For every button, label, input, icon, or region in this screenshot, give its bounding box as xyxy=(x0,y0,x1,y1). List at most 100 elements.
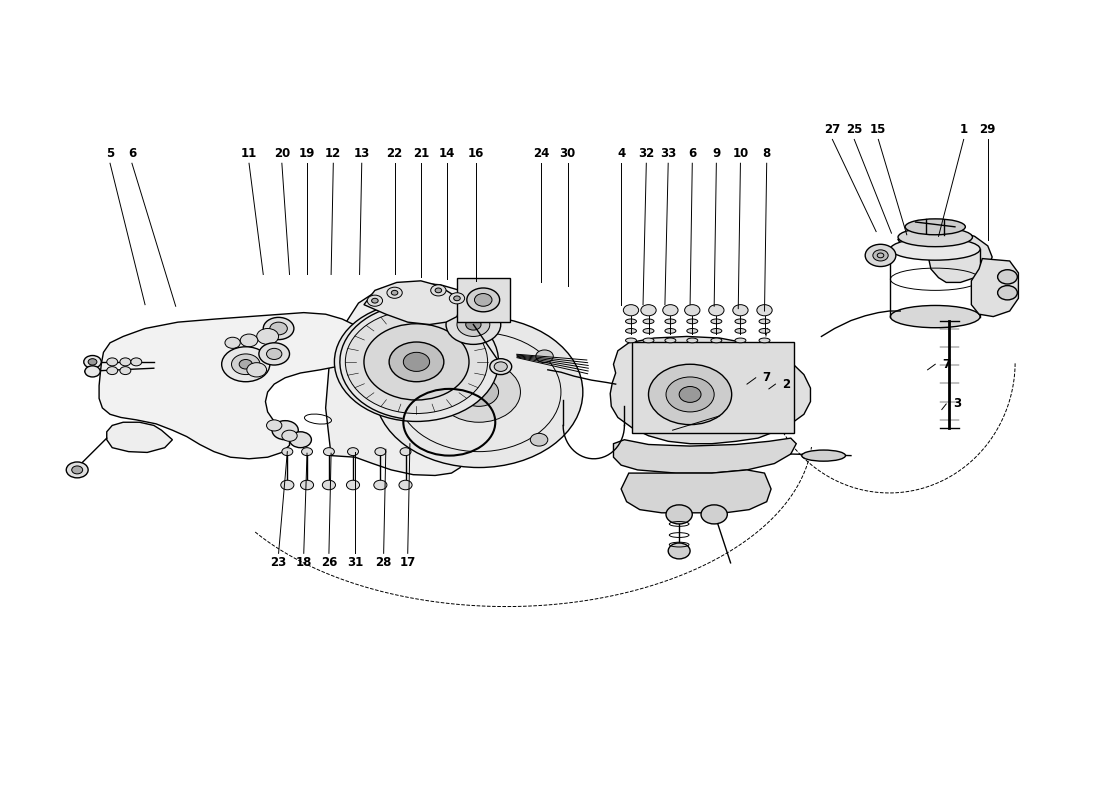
Circle shape xyxy=(387,287,403,298)
Circle shape xyxy=(263,318,294,340)
Text: 26: 26 xyxy=(321,556,337,570)
Text: 17: 17 xyxy=(399,556,416,570)
Circle shape xyxy=(289,432,311,448)
Circle shape xyxy=(668,543,690,559)
Text: 22: 22 xyxy=(386,147,403,160)
Polygon shape xyxy=(326,282,508,475)
Text: 29: 29 xyxy=(980,123,996,136)
Circle shape xyxy=(399,480,412,490)
Circle shape xyxy=(438,362,520,422)
Ellipse shape xyxy=(890,238,980,260)
Circle shape xyxy=(84,355,101,368)
Polygon shape xyxy=(621,470,771,513)
Circle shape xyxy=(866,244,895,266)
Ellipse shape xyxy=(890,306,980,328)
Polygon shape xyxy=(99,313,366,458)
Polygon shape xyxy=(614,438,796,473)
Ellipse shape xyxy=(759,319,770,324)
Circle shape xyxy=(465,319,481,330)
Circle shape xyxy=(300,480,313,490)
Circle shape xyxy=(998,270,1018,284)
Circle shape xyxy=(701,505,727,524)
Circle shape xyxy=(85,366,100,377)
Ellipse shape xyxy=(686,319,697,324)
Ellipse shape xyxy=(898,228,972,246)
Ellipse shape xyxy=(905,219,966,234)
Ellipse shape xyxy=(644,338,654,342)
Circle shape xyxy=(323,448,334,456)
Circle shape xyxy=(436,288,442,293)
Circle shape xyxy=(334,302,498,422)
Ellipse shape xyxy=(644,319,654,324)
Ellipse shape xyxy=(802,450,846,461)
Circle shape xyxy=(666,377,714,412)
Ellipse shape xyxy=(686,338,697,342)
Circle shape xyxy=(449,293,464,304)
Circle shape xyxy=(404,352,430,371)
Ellipse shape xyxy=(711,329,722,334)
Text: 24: 24 xyxy=(534,147,549,160)
Circle shape xyxy=(530,434,548,446)
Circle shape xyxy=(72,466,82,474)
Circle shape xyxy=(258,342,289,365)
Text: 25: 25 xyxy=(846,123,862,136)
Circle shape xyxy=(998,286,1018,300)
Circle shape xyxy=(456,313,490,337)
Text: 8: 8 xyxy=(762,147,771,160)
Ellipse shape xyxy=(626,319,637,324)
Circle shape xyxy=(345,310,487,414)
Text: 21: 21 xyxy=(412,147,429,160)
Circle shape xyxy=(131,358,142,366)
Polygon shape xyxy=(107,422,173,453)
Circle shape xyxy=(684,305,700,316)
Circle shape xyxy=(266,348,282,359)
Text: 4: 4 xyxy=(617,147,625,160)
Circle shape xyxy=(282,430,297,442)
Ellipse shape xyxy=(735,338,746,342)
Circle shape xyxy=(322,480,335,490)
Circle shape xyxy=(490,358,512,374)
Circle shape xyxy=(120,358,131,366)
Circle shape xyxy=(446,305,501,344)
Circle shape xyxy=(466,288,499,312)
Text: 23: 23 xyxy=(271,556,287,570)
Circle shape xyxy=(282,448,293,456)
Circle shape xyxy=(280,480,294,490)
Circle shape xyxy=(666,505,692,524)
Ellipse shape xyxy=(626,329,637,334)
Circle shape xyxy=(348,448,359,456)
Ellipse shape xyxy=(711,319,722,324)
Text: 7: 7 xyxy=(762,371,771,384)
Circle shape xyxy=(224,338,240,348)
Text: 16: 16 xyxy=(468,147,484,160)
Circle shape xyxy=(431,285,446,296)
Circle shape xyxy=(536,350,553,362)
Ellipse shape xyxy=(759,338,770,342)
Text: 10: 10 xyxy=(733,147,749,160)
Ellipse shape xyxy=(686,329,697,334)
Circle shape xyxy=(624,305,639,316)
Circle shape xyxy=(107,366,118,374)
Circle shape xyxy=(240,334,257,346)
Ellipse shape xyxy=(664,329,675,334)
Circle shape xyxy=(375,448,386,456)
Circle shape xyxy=(246,362,266,377)
Ellipse shape xyxy=(735,329,746,334)
Ellipse shape xyxy=(664,338,675,342)
Circle shape xyxy=(231,354,260,374)
Text: 6: 6 xyxy=(689,147,696,160)
Circle shape xyxy=(649,364,732,425)
Circle shape xyxy=(757,305,772,316)
Text: 31: 31 xyxy=(348,556,363,570)
Ellipse shape xyxy=(735,319,746,324)
Circle shape xyxy=(66,462,88,478)
Ellipse shape xyxy=(711,338,722,342)
Ellipse shape xyxy=(759,329,770,334)
Text: 28: 28 xyxy=(375,556,392,570)
Circle shape xyxy=(372,298,378,303)
Text: 19: 19 xyxy=(299,147,316,160)
Circle shape xyxy=(270,322,287,335)
Circle shape xyxy=(453,296,460,301)
Circle shape xyxy=(733,305,748,316)
Text: 11: 11 xyxy=(241,147,257,160)
